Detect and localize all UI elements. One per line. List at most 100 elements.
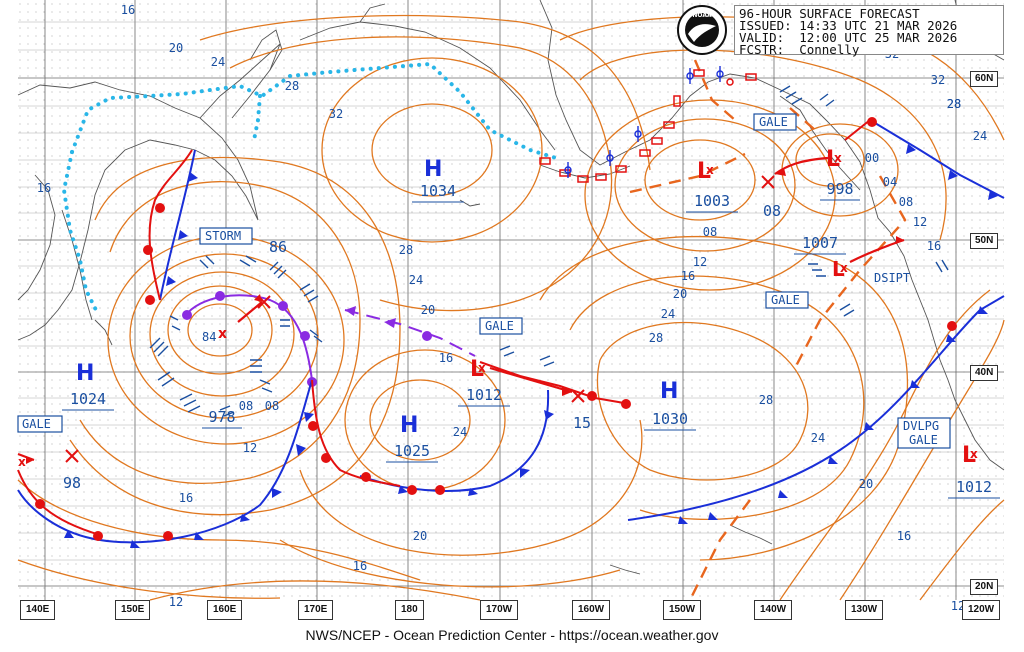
svg-text:L: L bbox=[470, 357, 484, 382]
isobar-label: 24 bbox=[973, 129, 987, 143]
svg-text:x: x bbox=[840, 261, 848, 275]
wind-barbs bbox=[149, 85, 949, 417]
svg-text:x: x bbox=[706, 163, 714, 177]
isobar-label: 08 bbox=[703, 225, 717, 239]
svg-text:L: L bbox=[962, 443, 976, 468]
coastlines bbox=[17, 0, 1005, 575]
lon-label-170w: 170W bbox=[480, 600, 519, 620]
isobar-label: 12 bbox=[693, 255, 707, 269]
previous-pressure-15: 15 bbox=[573, 414, 591, 432]
svg-text:x: x bbox=[834, 151, 842, 165]
lon-label-120w: 120W bbox=[962, 600, 1001, 620]
isobar-label: 28 bbox=[285, 79, 299, 93]
pressure-1012-se: 1012 bbox=[956, 478, 992, 496]
storm-inner-84: 84 bbox=[202, 330, 216, 344]
pressure-98-west: 98 bbox=[63, 474, 81, 492]
pressure-1007: 1007 bbox=[802, 234, 838, 252]
valid-time: VALID: 12:00 UTC 25 MAR 2026 bbox=[739, 30, 958, 45]
dvlpg-gale-label-line2: GALE bbox=[909, 433, 938, 447]
isobar-label: 08 bbox=[239, 399, 253, 413]
isobar-label: 16 bbox=[927, 239, 941, 253]
dissipating-label: DSIPT bbox=[874, 271, 910, 285]
isobar-label: 24 bbox=[811, 431, 825, 445]
isobar-label: 16 bbox=[897, 529, 911, 543]
isobar-label: 16 bbox=[121, 3, 135, 17]
lon-label-140e: 140E bbox=[20, 600, 56, 620]
high-center-1030-symbol: H bbox=[660, 379, 678, 404]
lat-label-20n: 20N bbox=[970, 579, 999, 595]
isobar-label: 32 bbox=[329, 107, 343, 121]
occluded-fronts bbox=[184, 294, 476, 381]
previous-pressure-08: 08 bbox=[763, 202, 781, 220]
isobar-label: 28 bbox=[399, 243, 413, 257]
isobar-label: 16 bbox=[439, 351, 453, 365]
high-center-1025-symbol: H bbox=[400, 413, 418, 438]
lon-label-160e: 160E bbox=[207, 600, 243, 620]
forecaster: FCSTR: Connelly bbox=[739, 42, 860, 57]
isobar-label: 08 bbox=[265, 399, 279, 413]
storm-warning-label: STORM bbox=[205, 229, 241, 243]
forecast-title: 96-HOUR SURFACE FORECAST bbox=[739, 6, 920, 21]
lon-label-150e: 150E bbox=[115, 600, 151, 620]
lat-label-40n: 40N bbox=[970, 365, 999, 381]
ice-accretion-symbols bbox=[564, 66, 724, 178]
isobar-label: 16 bbox=[179, 491, 193, 505]
svg-text:x: x bbox=[478, 361, 486, 375]
svg-text:L: L bbox=[826, 147, 840, 172]
isobar-label: 16 bbox=[353, 559, 367, 573]
lon-label-160w: 160W bbox=[572, 600, 611, 620]
high-center-1024-symbol: H bbox=[76, 361, 94, 386]
svg-text:x: x bbox=[18, 455, 26, 469]
isobar-label: 08 bbox=[899, 195, 913, 209]
pressure-1030: 1030 bbox=[652, 410, 688, 428]
lon-label-130w: 130W bbox=[845, 600, 884, 620]
svg-text:L: L bbox=[832, 257, 845, 281]
isobar-label: 24 bbox=[211, 55, 225, 69]
svg-text:x: x bbox=[218, 326, 227, 342]
isobar-label: 12 bbox=[243, 441, 257, 455]
graticule bbox=[18, 0, 1004, 600]
noaa-logo: NOAA bbox=[677, 5, 727, 55]
lon-label-170e: 170E bbox=[298, 600, 334, 620]
isobar-label: 24 bbox=[409, 273, 423, 287]
pressure-1003: 1003 bbox=[694, 192, 730, 210]
isobar-label: 12 bbox=[913, 215, 927, 229]
isobar-label: 20 bbox=[413, 529, 427, 543]
pressure-1034: 1034 bbox=[420, 182, 456, 200]
isobar-label: 00 bbox=[865, 151, 879, 165]
lon-label-180: 180 bbox=[395, 600, 424, 620]
gale-warning-label-4: GALE bbox=[22, 417, 51, 431]
isobar-label: 28 bbox=[947, 97, 961, 111]
warning-labels: STORM GALE GALE GALE GALE DVLPG GALE DSI… bbox=[17, 113, 951, 449]
high-center-1034-symbol: H bbox=[424, 157, 442, 182]
lat-label-50n: 50N bbox=[970, 233, 999, 249]
lat-label-60n: 60N bbox=[970, 71, 999, 87]
svg-text:L: L bbox=[697, 159, 711, 184]
isobar-label: 28 bbox=[759, 393, 773, 407]
isobar-label: 16 bbox=[37, 181, 51, 195]
issued-time: ISSUED: 14:33 UTC 21 MAR 2026 bbox=[739, 18, 958, 33]
footer-credit: NWS/NCEP - Ocean Prediction Center - htt… bbox=[0, 624, 1024, 652]
isobar-label: 28 bbox=[649, 331, 663, 345]
isobar-label: 20 bbox=[859, 477, 873, 491]
pressure-1012-gale: 1012 bbox=[466, 386, 502, 404]
gale-warning-label-2: GALE bbox=[759, 115, 788, 129]
svg-text:NOAA: NOAA bbox=[692, 12, 712, 19]
isobar-label: 24 bbox=[453, 425, 467, 439]
previous-positions bbox=[65, 175, 775, 463]
lon-label-140w: 140W bbox=[754, 600, 793, 620]
ice-edge bbox=[61, 61, 558, 312]
longitude-axis: 140E 150E 160E 170E 180 170W 160W 150W 1… bbox=[0, 600, 1024, 620]
warm-fronts bbox=[17, 119, 871, 536]
gale-warning-label-1: GALE bbox=[485, 319, 514, 333]
low-symbols: x L x L x L x L x L x x bbox=[18, 147, 978, 469]
isobar-label: 04 bbox=[883, 175, 897, 189]
isobar-label: 16 bbox=[681, 269, 695, 283]
pressure-978: 978 bbox=[208, 408, 235, 426]
forecast-header: 96-HOUR SURFACE FORECAST ISSUED: 14:33 U… bbox=[734, 5, 1004, 57]
pressure-1024: 1024 bbox=[70, 390, 106, 408]
isobar-label: 12 bbox=[169, 595, 183, 609]
isobar-label: 20 bbox=[421, 303, 435, 317]
isobar-label: 20 bbox=[169, 41, 183, 55]
